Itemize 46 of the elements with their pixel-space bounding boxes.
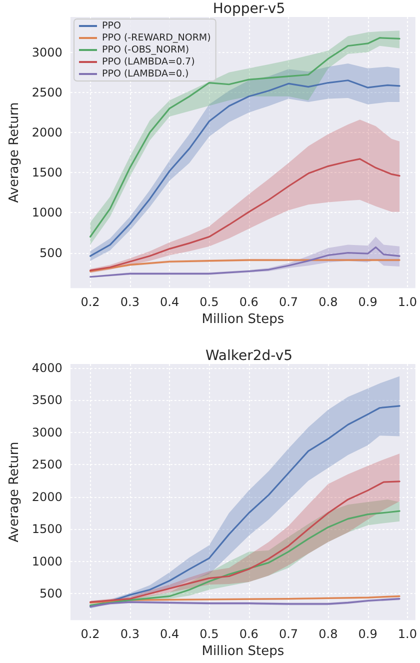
x-tick-label: 0.3: [120, 627, 140, 642]
y-tick-label: 1500: [32, 166, 62, 180]
legend-label: PPO: [102, 20, 121, 32]
x-tick-label: 0.5: [200, 295, 219, 310]
y-tick-label: 500: [40, 246, 62, 260]
chart-title: Walker2d-v5: [205, 348, 293, 364]
x-tick-label: 0.4: [160, 295, 180, 310]
chart-title: Hopper-v5: [212, 1, 286, 17]
x-axis-title: Million Steps: [202, 644, 284, 659]
line-series: [89, 480, 400, 603]
x-tick-label: 1.0: [398, 627, 418, 642]
x-tick-label: 0.4: [160, 627, 180, 642]
x-tick-label: 0.9: [358, 295, 378, 310]
y-tick-label: 4000: [32, 360, 62, 375]
line-series: [89, 246, 400, 278]
legend-label: PPO (-OBS_NORM): [102, 44, 190, 56]
legend-label: PPO (LAMBDA=0.7): [102, 56, 195, 68]
x-tick-label: 0.2: [80, 295, 100, 310]
x-tick-label: 0.5: [200, 627, 219, 642]
y-tick-label: 1000: [32, 206, 62, 220]
x-tick-label: 0.6: [239, 295, 258, 310]
x-axis-title: Million Steps: [202, 312, 284, 327]
y-tick-label: 3000: [32, 45, 62, 60]
y-tick-label: 1000: [32, 554, 62, 568]
x-tick-label: 0.2: [80, 627, 100, 642]
y-tick-label: 2000: [32, 490, 62, 504]
x-tick-label: 0.8: [318, 295, 338, 310]
x-tick-label: 0.3: [120, 295, 140, 310]
y-tick-label: 2500: [32, 458, 62, 472]
x-tick-label: 0.6: [239, 627, 258, 642]
x-tick-label: 0.8: [318, 627, 338, 642]
line-series: [89, 158, 400, 272]
x-tick-label: 1.0: [398, 295, 418, 310]
y-tick-label: 2000: [32, 126, 62, 140]
y-tick-label: 2500: [32, 85, 62, 100]
x-tick-label: 0.7: [278, 627, 298, 642]
x-tick-label: 0.9: [358, 627, 378, 642]
y-axis-title: Average Return: [7, 442, 22, 542]
y-axis-title: Average Return: [7, 102, 22, 203]
x-tick-label: 0.7: [278, 295, 298, 310]
y-tick-label: 500: [40, 586, 62, 601]
legend-label: PPO (LAMBDA=0.): [102, 68, 189, 80]
y-tick-label: 3500: [32, 393, 62, 408]
y-tick-label: 3000: [32, 425, 62, 440]
y-tick-label: 1500: [32, 522, 62, 536]
legend-label: PPO (-REWARD_NORM): [102, 32, 211, 44]
